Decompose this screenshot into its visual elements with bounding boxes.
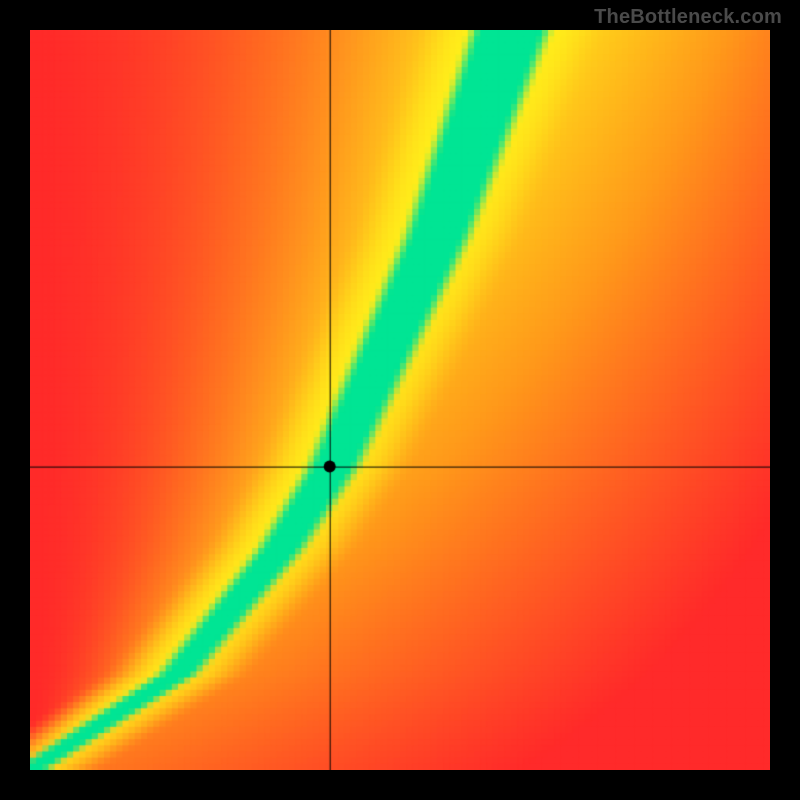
bottleneck-heatmap bbox=[30, 30, 770, 770]
watermark-text: TheBottleneck.com bbox=[594, 6, 782, 29]
